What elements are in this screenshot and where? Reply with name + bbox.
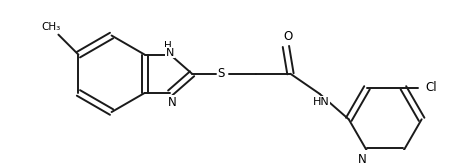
- Text: CH₃: CH₃: [41, 22, 61, 32]
- Text: S: S: [217, 67, 224, 80]
- Text: N: N: [357, 153, 366, 165]
- Text: N: N: [166, 48, 174, 58]
- Text: H: H: [163, 41, 171, 50]
- Text: Cl: Cl: [424, 81, 436, 94]
- Text: N: N: [167, 96, 176, 109]
- Text: O: O: [282, 30, 292, 43]
- Text: HN: HN: [313, 97, 329, 107]
